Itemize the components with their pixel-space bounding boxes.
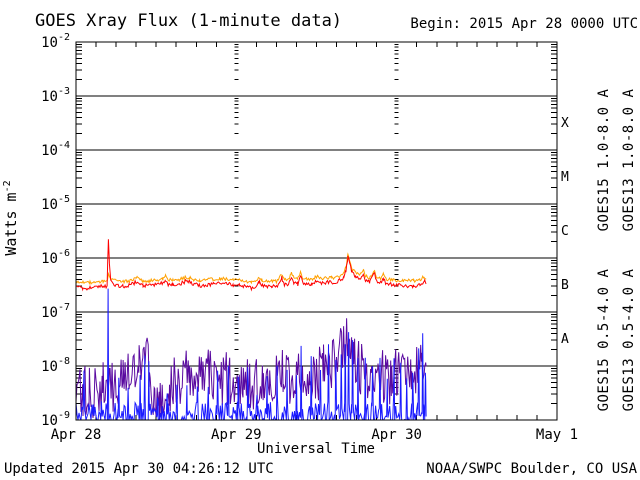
begin-timestamp: Begin: 2015 Apr 28 0000 UTC (410, 16, 638, 32)
flare-class-label: A (561, 332, 569, 347)
y-tick-label: 10-3 (41, 86, 70, 105)
legend-goes15-short: GOES15 0.5-4.0 A (596, 268, 612, 411)
flare-class-label: X (561, 116, 569, 131)
x-axis-title: Universal Time (257, 441, 375, 457)
flare-class-label: M (561, 170, 569, 185)
series-line-goes13-long (76, 252, 427, 286)
footer-source: NOAA/SWPC Boulder, CO USA (426, 461, 637, 477)
x-day-label: Apr 28 (51, 427, 102, 443)
y-tick-label: 10-2 (41, 32, 70, 51)
legend-goes15-long: GOES15 1.0-8.0 A (596, 88, 612, 231)
series-line-goes13-short (76, 318, 427, 420)
legend-goes13-long: GOES13 1.0-8.0 A (621, 88, 637, 231)
flare-class-label: B (561, 278, 569, 293)
series-line-goes15-long (76, 239, 427, 292)
y-tick-label: 10-6 (41, 248, 70, 267)
y-axis-title: Watts m-2 (2, 180, 20, 255)
x-day-label: May 1 (536, 427, 578, 443)
y-tick-label: 10-4 (41, 140, 70, 159)
chart-title: GOES Xray Flux (1-minute data) (35, 11, 342, 31)
flare-class-label: C (561, 224, 569, 239)
footer-updated-timestamp: Updated 2015 Apr 30 04:26:12 UTC (4, 461, 274, 477)
x-day-label: Apr 30 (371, 427, 422, 443)
y-tick-label: 10-7 (41, 302, 70, 321)
x-day-label: Apr 29 (211, 427, 262, 443)
grid-and-ticks (76, 41, 557, 421)
y-tick-label: 10-8 (41, 356, 70, 375)
y-tick-label: 10-5 (41, 194, 70, 213)
legend-goes13-short: GOES13 0.5-4.0 A (621, 268, 637, 411)
plot-area-border (75, 41, 558, 421)
series-line-goes15-short (76, 288, 427, 420)
data-series (76, 239, 427, 420)
